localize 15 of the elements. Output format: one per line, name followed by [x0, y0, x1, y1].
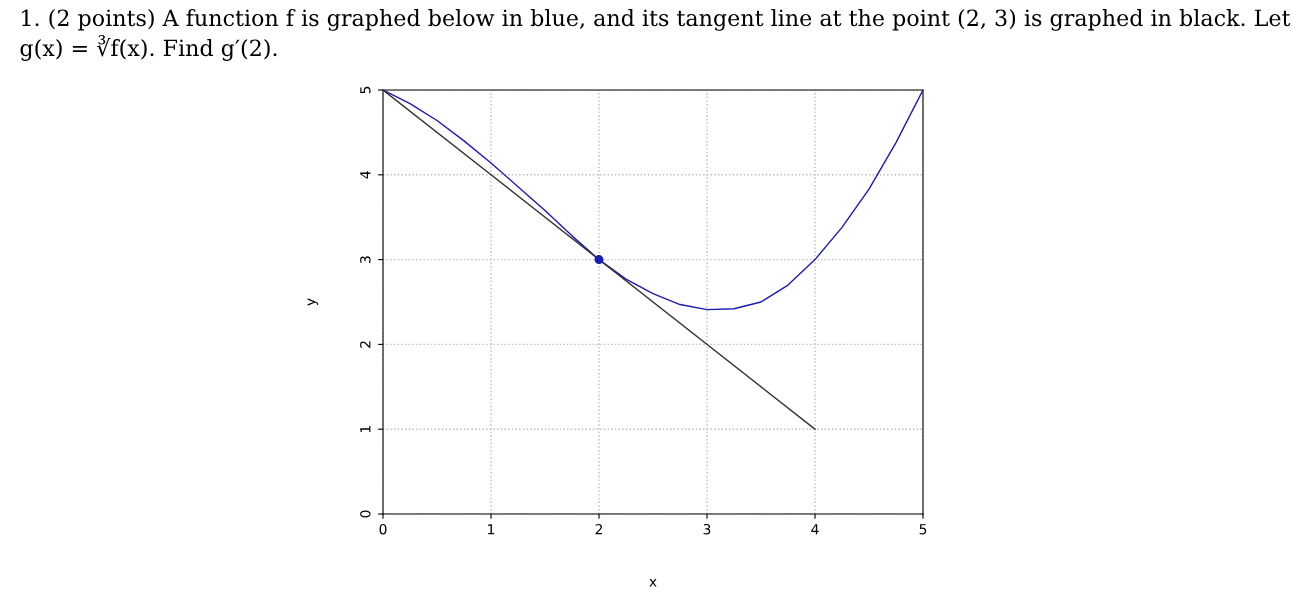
x-axis-title: x [649, 579, 657, 587]
x-tick-label: 4 [811, 524, 819, 535]
y-tick-label: 0 [360, 510, 371, 518]
x-tick-label: 1 [488, 524, 495, 535]
x-tick-label: 3 [703, 523, 711, 535]
x-tick-label: 2 [595, 523, 603, 535]
x-tick-label: 0 [379, 523, 387, 535]
y-tick-label: 3 [360, 256, 371, 263]
y-tick-label: 5 [360, 86, 371, 94]
y-tick-label: 4 [360, 171, 371, 179]
y-tick-label: 1 [360, 426, 371, 433]
y-axis-title: y [307, 298, 319, 306]
chart-title: 1. (2 points) A function f is graphed below in blue, and its tangent line at the point (2, 3) is graphed in black. Let g(x) = ∛f(x). Find g′(2). [20, 9, 1291, 61]
x-tick-label: 5 [919, 524, 927, 535]
y-tick-label: 2 [360, 341, 371, 348]
